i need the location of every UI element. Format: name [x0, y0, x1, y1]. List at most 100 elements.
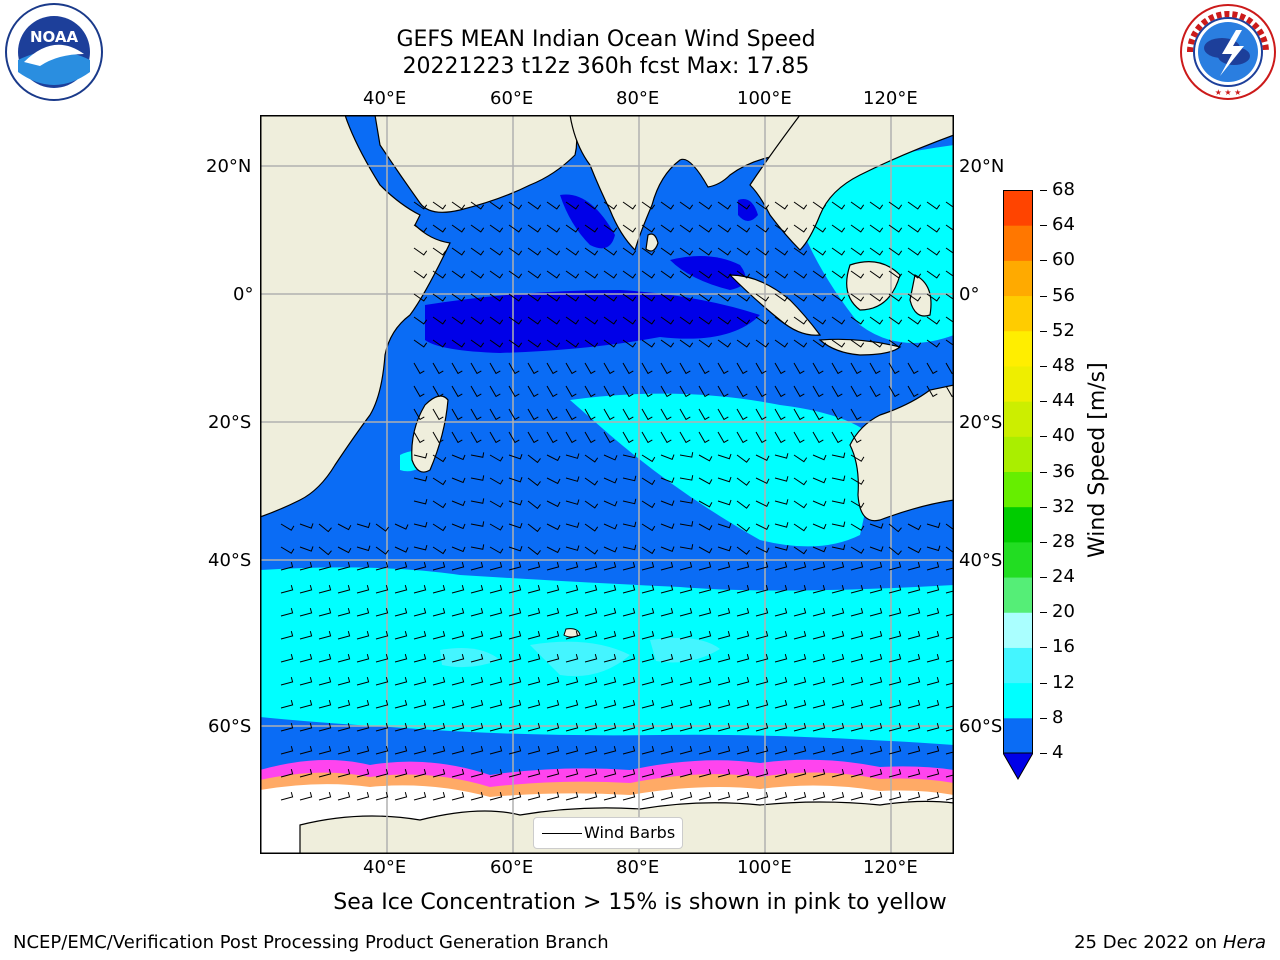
- colorbar-frame: [1003, 190, 1033, 754]
- wind-barb: [698, 293, 713, 302]
- wind-barb: [850, 431, 862, 444]
- wind-barb: [717, 699, 731, 709]
- wind-barb: [774, 270, 789, 279]
- colorbar-tick-label: 40: [1052, 425, 1075, 447]
- wind-barb: [432, 653, 446, 663]
- wind-barb: [660, 722, 674, 732]
- wind-barb: [394, 745, 408, 755]
- wind-barb: [717, 768, 731, 778]
- wind-barb: [451, 745, 465, 755]
- wind-patch-0-4-bengal: [670, 256, 746, 290]
- wind-barb: [508, 270, 523, 279]
- india-land: [569, 114, 822, 252]
- wind-barb: [546, 699, 560, 709]
- lon-label-bottom-120e: 120°E: [863, 857, 918, 878]
- wind-barb: [717, 201, 732, 210]
- wind-barb: [660, 523, 675, 529]
- wind-barb: [432, 201, 447, 210]
- wind-barb: [432, 791, 446, 801]
- wind-barb: [926, 745, 940, 755]
- wind-barb: [812, 523, 827, 530]
- wind-barb: [869, 745, 883, 755]
- wind-barb: [679, 452, 694, 458]
- wind-barb: [413, 653, 427, 663]
- wind-barb: [850, 316, 865, 325]
- wind-barb: [641, 745, 655, 755]
- wind-barb: [584, 385, 596, 398]
- legend-line: [542, 833, 582, 834]
- wind-barb: [641, 201, 656, 210]
- wind-barb: [565, 699, 579, 709]
- wind-barb: [793, 385, 805, 398]
- wind-barb: [641, 676, 655, 686]
- wind-patch-12-16-a: [530, 641, 630, 677]
- wind-barb: [470, 699, 484, 709]
- wind-barb: [394, 722, 408, 732]
- wind-barb: [527, 676, 541, 686]
- wind-barb: [831, 791, 845, 801]
- wind-barb: [736, 316, 751, 325]
- wind-barb: [736, 584, 750, 594]
- wind-barb: [888, 247, 903, 256]
- wind-barb: [793, 270, 808, 279]
- wind-barb: [641, 607, 655, 617]
- wind-barb: [508, 561, 522, 571]
- wind-barb: [698, 270, 713, 279]
- wind-patch-0-4-bay: [738, 199, 758, 221]
- wind-barb: [413, 431, 425, 444]
- wind-barb: [755, 745, 769, 755]
- wind-barb: [774, 362, 786, 375]
- wind-barb: [793, 630, 807, 640]
- wind-barb: [660, 247, 675, 256]
- lat-label-right-60s: 60°S: [959, 716, 1003, 737]
- wind-barb: [698, 247, 713, 256]
- wind-barbs: [280, 201, 960, 801]
- wind-barb: [299, 523, 314, 529]
- wind-barb: [812, 385, 824, 398]
- wind-barb: [432, 768, 446, 778]
- colorbar-tick-label: 60: [1052, 249, 1075, 271]
- wind-barb: [413, 316, 428, 325]
- wind-barb: [451, 454, 466, 461]
- wind-barb: [907, 293, 922, 302]
- wind-barb: [432, 385, 444, 398]
- colorbar-extend-arrow: [1002, 752, 1034, 781]
- wind-barb: [603, 500, 618, 507]
- wind-barb: [812, 791, 826, 801]
- wind-barb: [508, 385, 520, 398]
- wind-barb: [907, 630, 921, 640]
- wind-barb: [622, 607, 636, 617]
- wind-barb: [888, 722, 902, 732]
- wind-barb: [508, 607, 522, 617]
- wind-barb: [926, 247, 941, 256]
- wind-barb: [565, 293, 580, 302]
- wind-barb: [432, 745, 446, 755]
- wind-barb: [831, 607, 845, 617]
- wind-barb: [337, 791, 351, 801]
- wind-barb: [527, 201, 542, 210]
- wind-barb: [831, 362, 843, 375]
- wind-barb: [470, 607, 484, 617]
- wind-barb: [755, 247, 770, 256]
- wind-barb: [888, 768, 902, 778]
- wind-barb: [717, 476, 732, 483]
- wind-barb: [679, 270, 694, 279]
- wind-barb: [527, 316, 542, 325]
- wind-barb: [850, 722, 864, 732]
- wind-barb: [603, 224, 618, 233]
- wind-barb: [774, 247, 789, 256]
- wind-barb: [470, 316, 485, 325]
- wind-barb: [318, 699, 332, 709]
- wind-barb: [584, 362, 596, 375]
- wind-barb: [318, 630, 332, 640]
- wind-barb: [755, 584, 769, 594]
- wind-barb: [774, 293, 789, 302]
- wind-barb: [565, 630, 579, 640]
- wind-barb: [793, 339, 808, 348]
- wind-barb: [641, 408, 653, 421]
- wind-barb: [470, 385, 482, 398]
- colorbar-segment: [1003, 401, 1033, 437]
- wind-barb: [622, 653, 636, 663]
- wind-barb: [489, 676, 503, 686]
- wind-barb: [850, 676, 864, 686]
